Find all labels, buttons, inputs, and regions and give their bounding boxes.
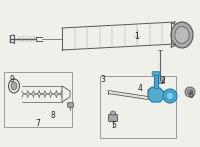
Bar: [100, 76, 176, 138]
Bar: [4, 72, 72, 127]
Text: 3: 3: [101, 75, 105, 83]
FancyBboxPatch shape: [152, 72, 160, 75]
Text: 6: 6: [189, 91, 193, 100]
Ellipse shape: [163, 89, 177, 103]
Ellipse shape: [175, 27, 189, 44]
FancyBboxPatch shape: [68, 103, 73, 107]
Text: 4: 4: [138, 83, 142, 92]
Ellipse shape: [111, 111, 116, 115]
Text: 2: 2: [161, 76, 165, 85]
Text: 7: 7: [36, 118, 40, 127]
Text: 5: 5: [112, 122, 116, 131]
Ellipse shape: [11, 82, 17, 90]
Ellipse shape: [185, 87, 195, 97]
Text: 8: 8: [51, 111, 55, 120]
Text: 9: 9: [10, 75, 14, 83]
Text: 1: 1: [135, 31, 139, 41]
Ellipse shape: [166, 92, 174, 100]
Ellipse shape: [188, 90, 192, 95]
Bar: [154, 74, 158, 88]
Ellipse shape: [171, 22, 193, 48]
FancyBboxPatch shape: [109, 115, 117, 121]
FancyBboxPatch shape: [156, 77, 164, 83]
Polygon shape: [148, 87, 164, 102]
